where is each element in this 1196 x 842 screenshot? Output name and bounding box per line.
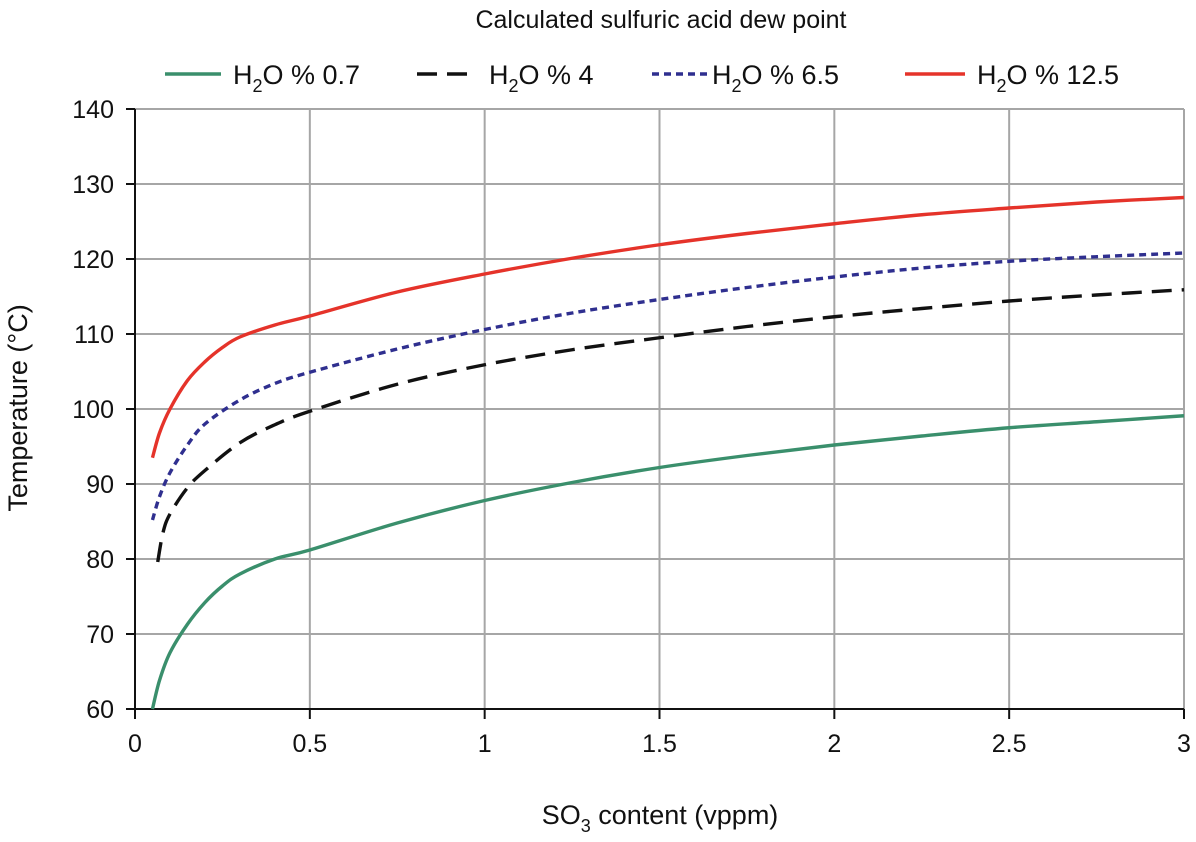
x-tick-label: 3	[1177, 730, 1191, 758]
x-tick-label: 1.5	[642, 730, 677, 758]
tick-labels: 60 70 80 90 100 110 120 130 140 0 0.5 1 1.5 2 2.5 3	[72, 96, 1191, 758]
y-axis-label: Temperature (°C)	[3, 304, 33, 511]
legend-item-2: H2O % 4	[417, 60, 594, 96]
legend: H2O % 0.7 H2O % 4 H2O % 6.5 H2O % 12.5	[165, 60, 1119, 96]
legend-label-subscript: 2	[997, 76, 1007, 96]
legend-label-prefix: H	[977, 60, 997, 90]
axes	[126, 108, 1185, 719]
y-tick-label: 80	[86, 546, 114, 574]
x-tick-label: 0.5	[292, 730, 327, 758]
series-line-1	[150, 414, 1185, 710]
legend-item-4: H2O % 12.5	[905, 60, 1119, 96]
grid	[135, 108, 1185, 709]
legend-item-3: H2O % 6.5	[652, 60, 839, 96]
y-tick-label: 110	[74, 321, 114, 349]
legend-item-1: H2O % 0.7	[165, 60, 360, 96]
y-tick-label: 70	[86, 621, 114, 649]
x-tick-label: 2	[827, 730, 841, 758]
legend-label-prefix: H	[489, 60, 509, 90]
legend-label: H2O % 0.7	[233, 60, 360, 96]
legend-label-subscript: 2	[509, 76, 519, 96]
legend-label-suffix: O % 4	[519, 60, 594, 90]
x-axis-label-subscript: 3	[581, 816, 591, 836]
legend-label-subscript: 2	[732, 76, 742, 96]
legend-label-suffix: O % 12.5	[1007, 60, 1120, 90]
legend-label-subscript: 2	[253, 76, 263, 96]
y-tick-label: 90	[86, 471, 114, 499]
series-line-3	[150, 251, 1185, 521]
chart-title: Calculated sulfuric acid dew point	[475, 6, 846, 34]
series-line-2	[156, 288, 1185, 563]
y-tick-label: 120	[72, 246, 114, 274]
legend-label-prefix: H	[233, 60, 253, 90]
legend-label: H2O % 4	[489, 60, 594, 96]
x-tick-label: 0	[128, 730, 142, 758]
x-axis-label-prefix: SO	[542, 800, 581, 830]
legend-label-suffix: O % 0.7	[263, 60, 361, 90]
y-tick-label: 140	[72, 96, 114, 124]
x-tick-label: 1	[478, 730, 492, 758]
series-line-4	[150, 195, 1185, 459]
x-axis-label: SO3 content (vppm)	[542, 800, 779, 836]
y-tick-label: 130	[72, 171, 114, 199]
y-tick-label: 60	[86, 696, 114, 724]
legend-label-suffix: O % 6.5	[742, 60, 840, 90]
series-layer	[150, 195, 1185, 710]
legend-label: H2O % 6.5	[712, 60, 839, 96]
legend-label: H2O % 12.5	[977, 60, 1119, 96]
y-tick-label: 100	[72, 396, 114, 424]
x-axis-label-suffix: content (vppm)	[591, 800, 779, 830]
legend-label-prefix: H	[712, 60, 732, 90]
x-tick-label: 2.5	[992, 730, 1027, 758]
